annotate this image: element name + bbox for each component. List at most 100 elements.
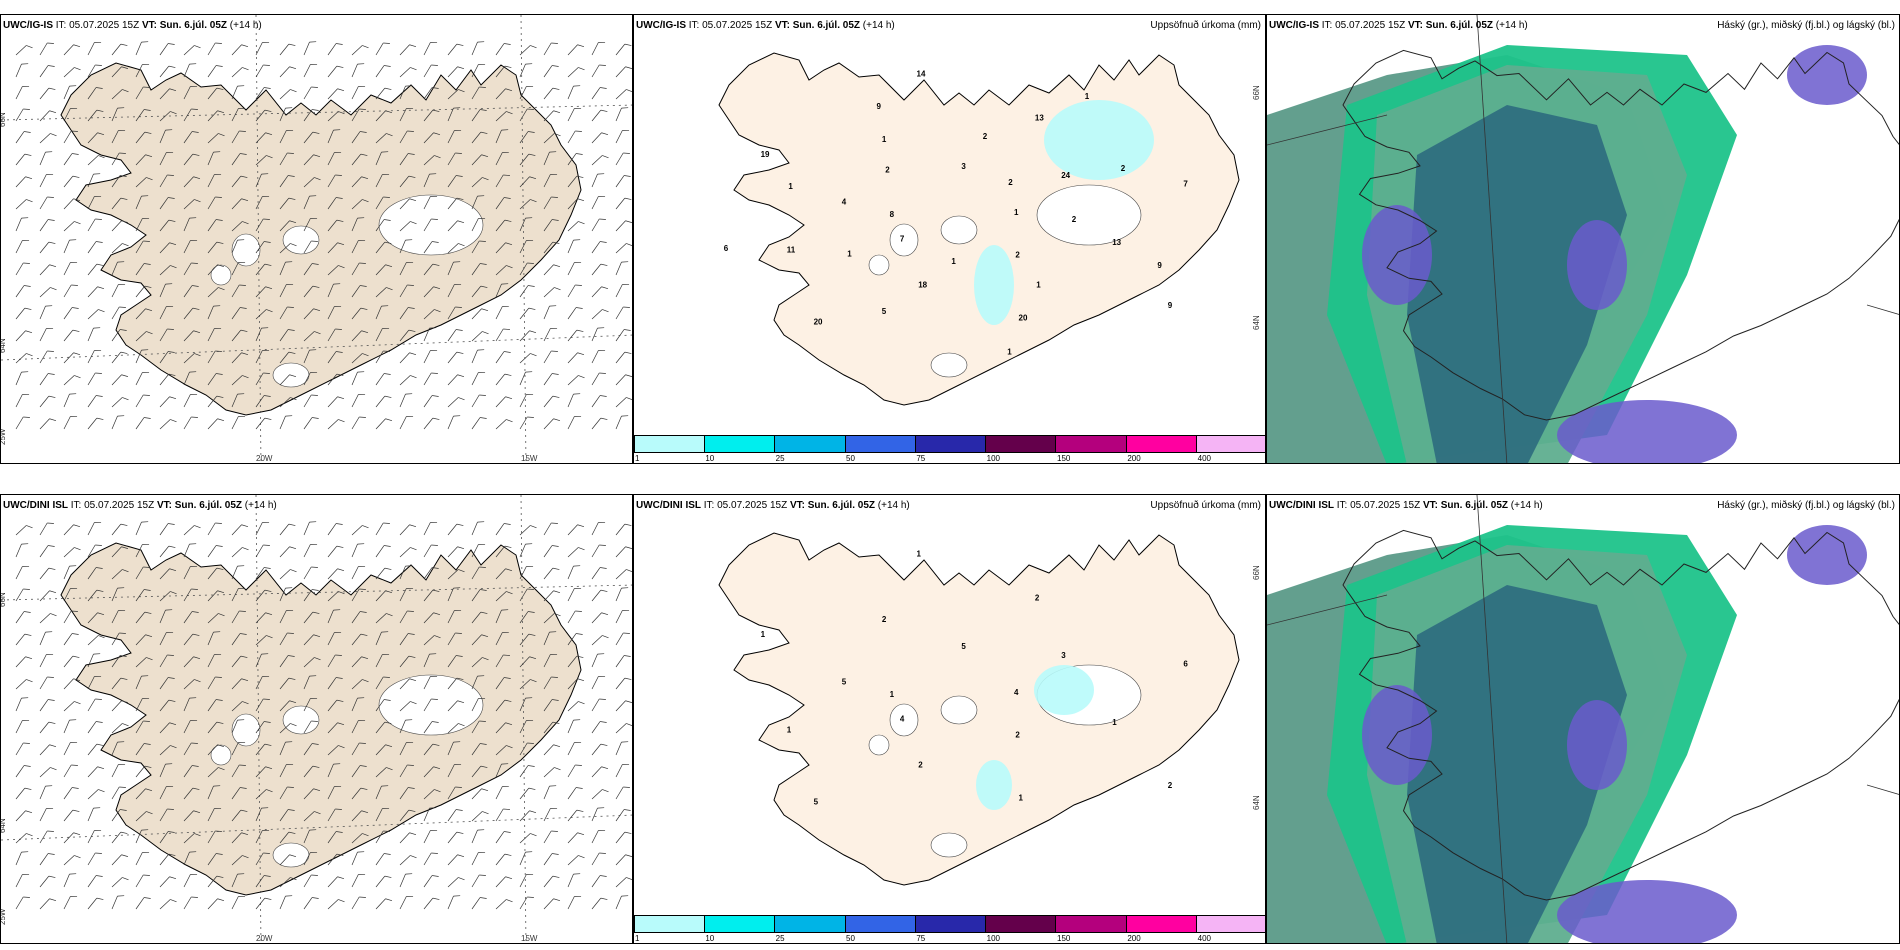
- axis-label-lat_66: 66N: [1252, 565, 1261, 580]
- wind-barb: [39, 676, 54, 690]
- wind-barb: [543, 241, 560, 254]
- wind-barb: [423, 743, 440, 756]
- wind-barb: [567, 221, 585, 232]
- wind-barb: [615, 523, 632, 536]
- wind-barb: [567, 262, 582, 276]
- wind-barb: [279, 587, 293, 602]
- wind-barb: [519, 543, 533, 558]
- high-cloud-area: [1362, 205, 1432, 305]
- wind-barb: [111, 831, 128, 844]
- precip-value-label: 1: [951, 257, 956, 266]
- wind-barb: [423, 64, 438, 78]
- colorbar-tick-label: 1: [635, 454, 640, 463]
- wind-barb: [495, 677, 511, 690]
- wind-barb: [495, 722, 513, 734]
- wind-barb: [231, 393, 245, 408]
- wind-barb: [87, 807, 101, 822]
- precip-value-label: 5: [814, 798, 819, 807]
- wind-barb: [135, 240, 150, 254]
- wind-barb: [375, 395, 392, 408]
- wind-barb: [303, 765, 320, 778]
- wind-barb: [63, 787, 79, 800]
- wind-barb: [399, 719, 413, 734]
- wind-barb: [399, 742, 414, 756]
- wind-barb: [231, 701, 249, 712]
- wind-barb: [567, 547, 585, 558]
- wind-barb: [255, 522, 270, 536]
- graticule-line: [1476, 15, 1508, 463]
- wind-barb: [471, 675, 485, 690]
- wind-barb: [63, 108, 78, 122]
- wind-barb: [399, 701, 417, 712]
- wind-barb: [375, 613, 393, 624]
- wind-barb: [399, 809, 416, 822]
- wind-barb: [591, 897, 608, 910]
- wind-barb: [303, 417, 319, 430]
- wind-barb: [111, 523, 128, 536]
- wind-barb: [591, 766, 609, 778]
- wind-barb: [543, 699, 559, 712]
- graticule-line: [1267, 114, 1388, 146]
- wind-barb: [111, 220, 129, 232]
- wind-barb: [279, 66, 297, 78]
- wind-barb: [183, 416, 198, 430]
- colorbar-tick-label: 10: [705, 934, 715, 943]
- wind-barb: [327, 677, 343, 690]
- wind-barb: [87, 612, 105, 624]
- wind-barb: [567, 701, 585, 712]
- wind-barb: [375, 87, 392, 100]
- wind-barb: [303, 611, 320, 624]
- graticule-line: [1866, 304, 1899, 315]
- wind-barb: [591, 743, 608, 756]
- wind-barb: [591, 42, 606, 56]
- wind-barb: [15, 285, 31, 298]
- wind-barb: [375, 65, 391, 78]
- wind-barb: [351, 108, 366, 122]
- wind-barb: [183, 330, 201, 342]
- colorbar-swatch: [775, 436, 846, 452]
- wind-barb: [375, 151, 389, 166]
- wind-barb: [279, 351, 296, 364]
- wind-barb: [567, 130, 582, 144]
- wind-barb: [159, 609, 173, 624]
- wind-barb: [303, 521, 317, 536]
- wind-barb: [591, 807, 605, 822]
- wind-barb: [447, 786, 462, 800]
- wind-barb: [615, 152, 630, 166]
- wind-barb: [15, 131, 31, 144]
- wind-barb: [303, 285, 320, 298]
- wind-barb: [15, 217, 29, 232]
- wind-barb: [375, 373, 391, 386]
- precip-value-label: 1: [1014, 208, 1019, 217]
- wind-barb: [423, 42, 438, 56]
- glacier-1: [940, 215, 978, 245]
- wind-barb: [63, 375, 81, 386]
- wind-barb: [159, 242, 177, 254]
- wind-barb: [375, 196, 390, 210]
- wind-barb: [615, 723, 632, 734]
- wind-barb: [327, 129, 341, 144]
- glacier-5: [868, 734, 890, 756]
- wind-barb: [159, 876, 177, 888]
- wind-barb: [159, 219, 176, 232]
- wind-barb: [135, 218, 150, 232]
- wind-barb: [351, 543, 365, 558]
- colorbar-tick-label: 400: [1197, 934, 1212, 943]
- wind-barb: [471, 109, 487, 122]
- wind-barb: [231, 307, 247, 320]
- wind-barb: [303, 829, 317, 844]
- wind-barb: [423, 567, 439, 580]
- wind-barb: [135, 64, 150, 78]
- wind-barb: [495, 43, 511, 56]
- wind-barb: [63, 198, 81, 210]
- wind-barb: [447, 587, 461, 602]
- wind-barb: [495, 568, 513, 580]
- wind-barb: [183, 787, 200, 800]
- wind-barb: [207, 613, 225, 624]
- wind-barb: [39, 196, 54, 210]
- wind-barb: [303, 698, 318, 712]
- precip-map-row1: 1732424181131113201972014982122121125996…: [718, 52, 1261, 406]
- wind-barb: [303, 394, 318, 408]
- precip-area: [976, 760, 1012, 810]
- wind-barb: [567, 416, 582, 430]
